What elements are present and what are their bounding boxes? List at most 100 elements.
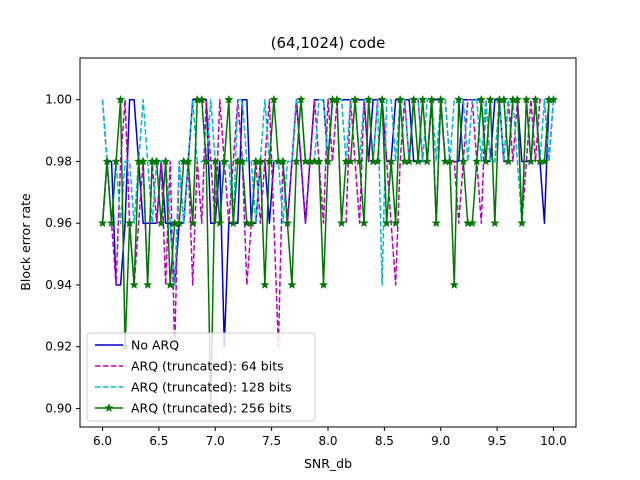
legend-item: ARQ (truncated): 128 bits [95,380,292,395]
data-point [188,218,198,228]
data-point [282,218,293,228]
data-point [124,218,135,228]
data-point [476,94,486,104]
data-point [350,94,360,104]
data-point [427,94,437,104]
data-point [354,156,365,166]
data-point [264,156,275,166]
data-point [472,156,482,166]
data-point [548,94,559,104]
data-point [445,156,455,166]
x-tick-label: 9.0 [431,434,450,448]
data-point [517,218,527,228]
data-point [467,218,477,228]
data-point [183,156,193,166]
data-point [390,218,401,228]
y-tick-label: 1.00 [45,93,72,107]
data-point [237,156,248,166]
x-axis-ticks: 6.0 6.5 7.0 7.5 8.0 8.5 9.0 9.5 10.0 [93,427,567,448]
y-axis-label: Block error rate [18,193,33,291]
data-point [499,94,509,104]
data-point [224,94,234,104]
legend-item: ARQ (truncated): 256 bits [95,401,292,416]
x-tick-label: 8.5 [375,434,394,448]
data-point [314,156,324,166]
data-point [142,280,153,289]
data-point [512,94,523,104]
data-point [526,156,536,166]
data-point [287,280,297,289]
data-point [97,218,108,228]
legend-item: No ARQ [95,338,179,353]
x-tick-label: 10.0 [540,434,567,448]
x-axis-label: SNR_db [304,456,352,471]
data-point [215,218,225,228]
data-point [530,94,541,104]
legend-label: ARQ (truncated): 256 bits [131,401,292,416]
data-point [381,218,392,228]
x-tick-label: 8.0 [318,434,337,448]
data-point [404,156,414,166]
data-point [228,218,238,228]
data-point [151,156,162,166]
y-tick-label: 0.98 [45,154,72,168]
legend-label: No ARQ [131,338,179,353]
data-point [111,156,121,166]
data-point [160,156,171,166]
data-point [260,280,270,289]
data-point [539,156,550,166]
data-point [174,218,184,228]
y-axis-ticks: 0.90 0.92 0.94 0.96 0.98 1.00 [45,93,80,415]
data-point [395,94,405,104]
data-point [422,156,432,166]
data-point [210,156,220,166]
data-point [372,156,383,166]
y-tick-label: 0.96 [45,216,72,230]
series-4 [97,94,559,413]
data-point [454,94,464,104]
data-point [408,94,419,104]
data-point [156,218,166,228]
legend-label: ARQ (truncated): 128 bits [131,380,292,395]
data-point [481,156,491,166]
data-point [458,156,468,166]
data-point [318,280,329,289]
data-point [332,94,342,104]
legend-box [86,332,316,422]
data-point [503,156,514,166]
series-layer [97,94,559,413]
data-point [359,218,369,228]
data-point [246,218,257,228]
data-point [363,94,374,104]
y-tick-label: 0.90 [45,401,72,415]
chart-title: (64,1024) code [271,34,386,52]
data-point [255,156,266,166]
y-tick-label: 0.92 [45,340,72,354]
legend: No ARQ ARQ (truncated): 64 bits ARQ (trunc… [86,332,316,422]
data-point [115,94,126,104]
data-point [165,280,175,289]
data-point [102,156,112,166]
data-point [269,94,279,104]
data-point [296,94,306,104]
data-point [336,218,347,228]
y-tick-label: 0.94 [45,278,72,292]
data-point [449,280,459,289]
data-point [323,156,333,166]
data-point [436,94,446,104]
data-point [291,156,302,166]
data-point [386,156,396,166]
data-point [201,156,211,166]
x-tick-label: 6.0 [93,434,112,448]
data-point [521,94,532,104]
data-point [431,218,441,228]
x-tick-label: 7.0 [206,434,225,448]
data-point [278,156,288,166]
data-point [413,156,423,166]
data-point [490,218,500,228]
data-point [106,218,117,228]
x-tick-label: 6.5 [149,434,168,448]
legend-marker [104,403,114,412]
data-point [485,94,496,104]
data-point [377,94,387,104]
